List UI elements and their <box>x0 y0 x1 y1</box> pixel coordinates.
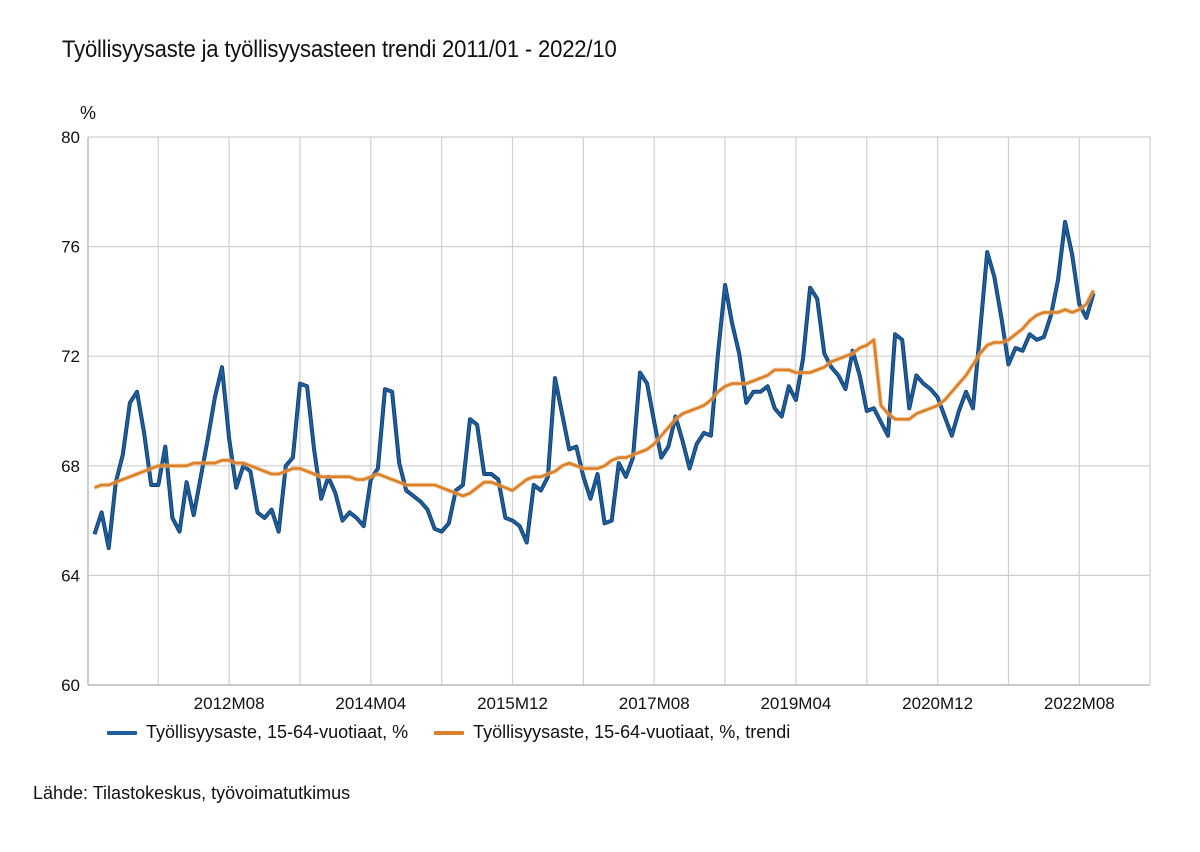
x-tick-label: 2020M12 <box>902 694 973 713</box>
legend-item-employment-trend[interactable]: Työllisyysaste, 15-64-vuotiaat, %, trend… <box>434 722 790 743</box>
source-note: Lähde: Tilastokeskus, työvoimatutkimus <box>33 783 351 803</box>
series-line <box>94 289 1095 498</box>
y-axis-ticks: 60 64 68 72 76 80 <box>61 128 80 695</box>
gridlines <box>87 136 1151 686</box>
x-tick-label: 2015M12 <box>477 694 548 713</box>
legend-swatch-blue <box>107 730 137 735</box>
series-line-glow <box>93 289 1096 499</box>
series-lines <box>92 219 1096 550</box>
x-tick-label: 2022M08 <box>1044 694 1115 713</box>
y-tick-label: 72 <box>61 347 80 366</box>
x-tick-label: 2012M08 <box>194 694 265 713</box>
legend: Työllisyysaste, 15-64-vuotiaat, % Työlli… <box>107 722 816 743</box>
x-tick-label: 2014M04 <box>335 694 406 713</box>
legend-item-employment-rate[interactable]: Työllisyysaste, 15-64-vuotiaat, % <box>107 722 408 743</box>
y-tick-label: 80 <box>61 128 80 147</box>
y-tick-label: 76 <box>61 238 80 257</box>
series-line <box>93 220 1095 550</box>
x-tick-label: 2019M04 <box>760 694 831 713</box>
series-employment-rate <box>92 219 1096 550</box>
x-axis-ticks: 2012M08 2014M04 2015M12 2017M08 2019M04 2020M… <box>194 694 1115 713</box>
legend-swatch-orange <box>434 730 465 735</box>
y-tick-label: 60 <box>61 676 80 695</box>
legend-label: Työllisyysaste, 15-64-vuotiaat, %, trend… <box>473 722 791 742</box>
chart-title: Työllisyysaste ja työllisyysasteen trend… <box>62 36 617 63</box>
series-line-outline <box>92 219 1096 550</box>
y-axis-unit-label: % <box>80 103 97 123</box>
y-tick-label: 64 <box>61 566 80 585</box>
y-tick-label: 68 <box>61 457 80 476</box>
x-tick-label: 2017M08 <box>619 694 690 713</box>
legend-label: Työllisyysaste, 15-64-vuotiaat, % <box>146 722 409 742</box>
series-employment-trend <box>93 289 1096 499</box>
